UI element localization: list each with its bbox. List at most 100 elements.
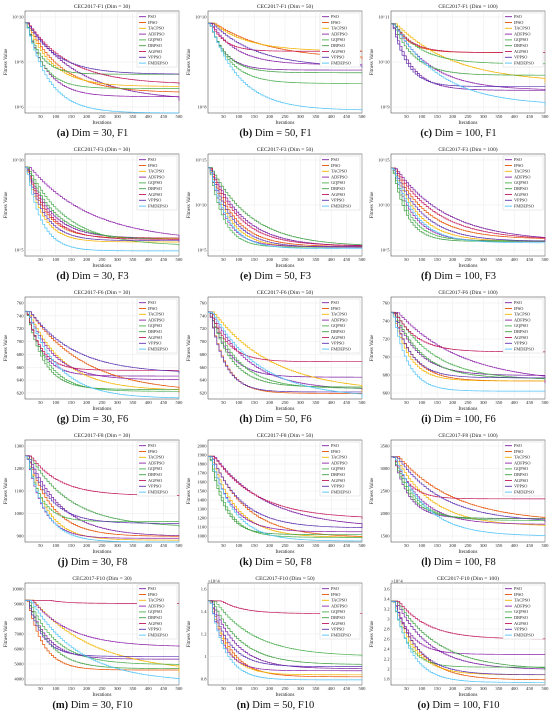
legend-label: DRPSO — [514, 472, 528, 477]
x-tick-label: 100 — [235, 114, 243, 119]
x-tick-label: 400 — [328, 543, 336, 548]
caption-text: Dim = 100, F3 — [431, 271, 497, 282]
chart-svg: CEC2017-F1 (Dim = 50) 50 100 150 200 250 300 35… — [187, 3, 367, 126]
legend-label: TACPSO — [331, 169, 347, 174]
y-tick-label: 1300 — [197, 507, 207, 512]
x-tick-label: 500 — [359, 114, 367, 119]
chart-panel: CEC2017-F8 (Dim = 100) 50 100 150 200 250 300 3… — [367, 430, 550, 573]
legend-label: VPPSO — [331, 55, 344, 60]
series-line — [25, 311, 179, 371]
y-tick-label: 2000 — [197, 444, 207, 449]
x-tick-label: 200 — [83, 114, 91, 119]
x-tick-label: 400 — [328, 257, 336, 262]
x-tick-label: 500 — [542, 400, 550, 405]
legend-label: IPSO — [148, 306, 157, 311]
chart-title: CEC2017-F10 (Dim = 30) — [72, 575, 131, 582]
y-tick-label: 1200 — [14, 466, 24, 471]
y-tick-label: 640 — [200, 378, 208, 383]
legend-label: DRPSO — [514, 329, 528, 334]
legend-label: ADFPSO — [331, 460, 347, 465]
x-tick-label: 250 — [99, 686, 107, 691]
series-line — [391, 167, 546, 240]
y-tick-label: 6000 — [14, 647, 24, 652]
x-tick-label: 350 — [129, 543, 137, 548]
legend-label: AGPSO — [331, 478, 345, 483]
series-line — [25, 22, 180, 89]
legend-label: VPPSO — [331, 198, 344, 203]
x-tick-label: 50 — [221, 114, 226, 119]
legend-label: GQPSO — [331, 37, 345, 42]
series-line — [208, 311, 363, 393]
y-tick-label: 2.8 — [384, 627, 390, 632]
legend-label: AGPSO — [148, 478, 162, 483]
x-tick-label: 400 — [511, 686, 519, 691]
x-tick-label: 350 — [312, 543, 320, 548]
series-line — [25, 22, 180, 114]
legend-label: IPSO — [514, 306, 523, 311]
series-line — [391, 23, 546, 83]
chart-panel: CEC2017-F1 (Dim = 100) 50 100 150 200 250 300 3… — [367, 1, 550, 144]
y-tick-label: 2.2 — [384, 657, 390, 662]
y-tick-label: 10^9 — [380, 105, 390, 110]
panel-caption: (o) Dim = 100, F10 — [367, 700, 550, 711]
y-tick-label: 700 — [200, 339, 208, 344]
x-tick-label: 250 — [99, 400, 107, 405]
x-tick-label: 350 — [495, 400, 503, 405]
x-tick-label: 150 — [68, 686, 76, 691]
legend-label: GQPSO — [148, 180, 162, 185]
legend-label: DRPSO — [148, 43, 162, 48]
legend-label: DRPSO — [514, 43, 528, 48]
y-tick-label: 720 — [17, 326, 25, 331]
x-tick-label: 100 — [418, 400, 426, 405]
legend-label: TACPSO — [514, 26, 530, 31]
legend-label: GQPSO — [331, 466, 345, 471]
series-line — [25, 166, 180, 240]
x-tick-label: 50 — [221, 257, 226, 262]
series-line — [208, 455, 363, 538]
x-tick-label: 450 — [160, 400, 168, 405]
y-tick-label: 720 — [383, 337, 391, 342]
series-line — [208, 167, 363, 246]
x-tick-label: 350 — [312, 257, 320, 262]
legend-label: IPSO — [331, 592, 340, 597]
legend-label: DRPSO — [148, 186, 162, 191]
legend-label: PSO — [331, 14, 339, 19]
legend-label: FMDEPSO — [331, 203, 351, 208]
y-tick-label: 5000 — [14, 662, 24, 667]
x-tick-label: 250 — [282, 686, 290, 691]
panel-caption: (m) Dim = 30, F10 — [1, 700, 184, 711]
legend-label: IPSO — [331, 20, 340, 25]
x-tick-label: 250 — [282, 400, 290, 405]
series-line — [391, 23, 546, 91]
caption-tag: (c) — [420, 128, 433, 139]
legend-label: PSO — [148, 586, 156, 591]
y-tick-label: 680 — [383, 373, 391, 378]
legend-label: VPPSO — [331, 627, 344, 632]
x-tick-label: 50 — [38, 400, 43, 405]
x-tick-label: 450 — [526, 114, 534, 119]
x-tick-label: 450 — [526, 257, 534, 262]
chart-title: CEC2017-F8 (Dim = 100) — [438, 432, 497, 439]
y-tick-label: 7000 — [14, 632, 24, 637]
x-tick-label: 150 — [68, 114, 76, 119]
y-tick-label: 9000 — [14, 602, 24, 607]
x-tick-label: 200 — [83, 686, 91, 691]
series-line — [208, 167, 363, 247]
x-tick-label: 50 — [404, 543, 409, 548]
x-tick-label: 150 — [434, 114, 442, 119]
y-tick-label: 2.4 — [384, 647, 390, 652]
x-tick-label: 500 — [359, 686, 367, 691]
y-axis-label: Fitness Value — [370, 48, 375, 75]
series-line — [391, 600, 545, 668]
caption-tag: (i) — [421, 414, 432, 425]
legend-label: ADFPSO — [331, 603, 347, 608]
series-line — [391, 23, 546, 91]
x-tick-label: 350 — [312, 400, 320, 405]
x-tick-label: 200 — [83, 257, 91, 262]
legend-label: FMDEPSO — [148, 632, 168, 637]
x-tick-label: 200 — [83, 543, 91, 548]
x-tick-label: 200 — [83, 400, 91, 405]
y-exponent: ×10^4 — [208, 579, 220, 584]
x-tick-label: 350 — [312, 114, 320, 119]
panel-caption: (g) Dim = 30, F6 — [1, 414, 184, 425]
